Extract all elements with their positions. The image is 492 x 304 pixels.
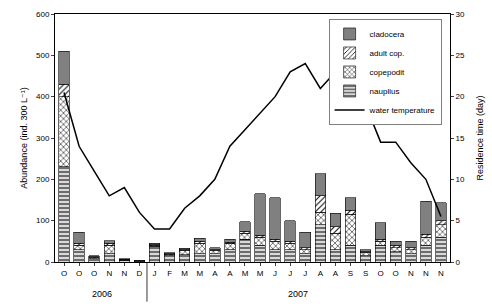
svg-text:15: 15 (456, 134, 465, 143)
svg-text:copepodit: copepodit (370, 68, 405, 77)
svg-text:A: A (318, 269, 324, 278)
svg-text:N: N (106, 269, 112, 278)
svg-text:O: O (76, 269, 82, 278)
svg-text:2006: 2006 (92, 289, 112, 299)
svg-text:F: F (167, 269, 172, 278)
svg-text:30: 30 (456, 10, 465, 19)
svg-text:500: 500 (36, 51, 50, 60)
svg-text:J: J (288, 269, 292, 278)
svg-text:300: 300 (36, 134, 50, 143)
svg-text:A: A (212, 269, 218, 278)
svg-text:2007: 2007 (288, 289, 308, 299)
svg-text:20: 20 (456, 92, 465, 101)
svg-text:M: M (242, 269, 249, 278)
svg-text:nauplius: nauplius (370, 87, 400, 96)
svg-text:N: N (408, 269, 414, 278)
svg-text:O: O (91, 269, 97, 278)
svg-text:100: 100 (36, 216, 50, 225)
svg-text:5: 5 (456, 216, 461, 225)
svg-text:N: N (423, 269, 429, 278)
svg-text:Abundance (ind. 300 L⁻¹): Abundance (ind. 300 L⁻¹) (19, 87, 29, 188)
svg-text:J: J (303, 269, 307, 278)
svg-text:A: A (333, 269, 339, 278)
svg-text:0: 0 (45, 258, 50, 267)
svg-text:J: J (153, 269, 157, 278)
svg-text:D: D (137, 269, 143, 278)
svg-text:S: S (363, 269, 368, 278)
svg-text:0: 0 (456, 258, 461, 267)
svg-text:600: 600 (36, 10, 50, 19)
svg-text:cladocera: cladocera (370, 30, 405, 39)
svg-text:O: O (61, 269, 67, 278)
svg-text:O: O (378, 269, 384, 278)
svg-text:J: J (273, 269, 277, 278)
svg-text:10: 10 (456, 175, 465, 184)
svg-text:water temperature: water temperature (369, 106, 435, 115)
svg-text:M: M (181, 269, 188, 278)
svg-text:25: 25 (456, 51, 465, 60)
svg-text:M: M (196, 269, 203, 278)
svg-text:N: N (438, 269, 444, 278)
svg-text:Residence time (day): Residence time (day) (475, 95, 485, 180)
svg-text:S: S (348, 269, 353, 278)
svg-text:A: A (227, 269, 233, 278)
svg-text:200: 200 (36, 175, 50, 184)
svg-text:400: 400 (36, 92, 50, 101)
svg-text:adult cop.: adult cop. (370, 49, 405, 58)
svg-text:O: O (393, 269, 399, 278)
svg-text:N: N (121, 269, 127, 278)
svg-text:M: M (257, 269, 264, 278)
